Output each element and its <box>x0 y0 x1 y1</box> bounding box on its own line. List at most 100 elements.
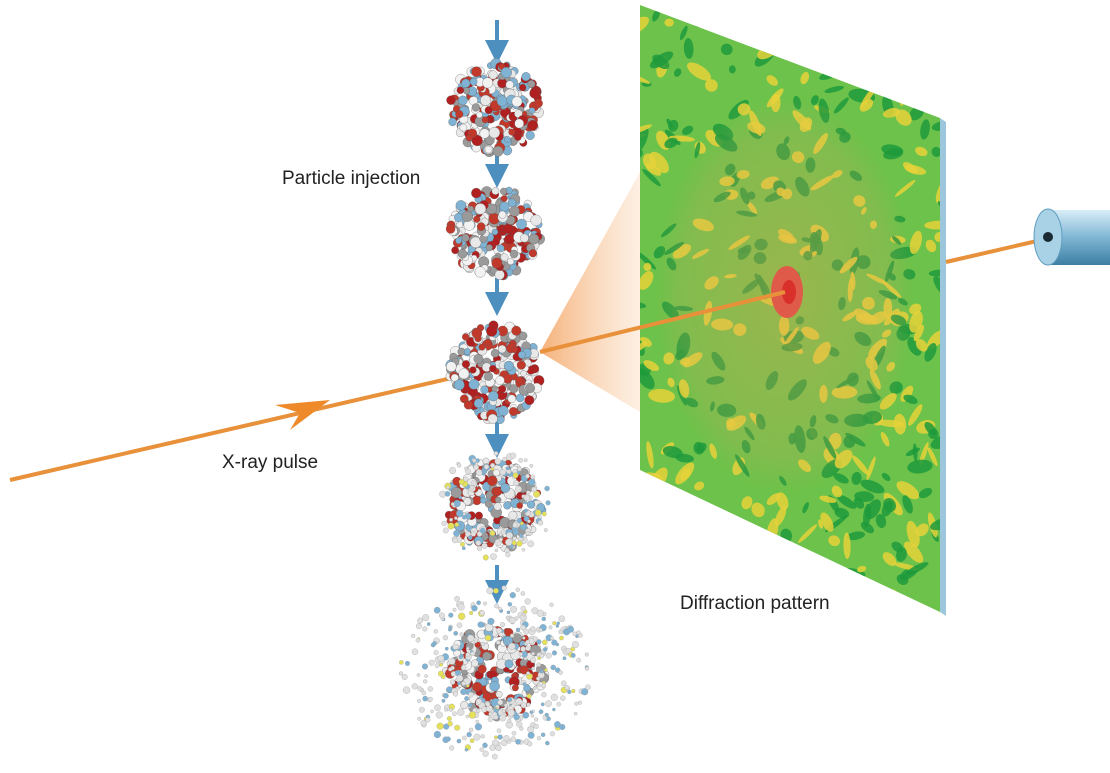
atom <box>470 78 477 85</box>
atom <box>515 739 520 744</box>
atom <box>462 515 466 519</box>
atom <box>462 736 466 740</box>
atom <box>517 541 523 547</box>
atom <box>525 599 531 605</box>
atom <box>434 650 439 655</box>
atom <box>416 623 422 629</box>
atom <box>516 722 522 728</box>
atom <box>457 739 461 743</box>
atom <box>518 351 525 358</box>
speckle <box>818 52 829 73</box>
atom <box>448 721 453 726</box>
atom <box>476 469 482 475</box>
atom <box>447 716 451 720</box>
atom <box>543 647 547 651</box>
atom <box>513 523 518 528</box>
atom <box>454 380 464 390</box>
atom <box>474 399 483 408</box>
atom <box>480 748 484 752</box>
atom <box>499 385 506 392</box>
atom <box>445 491 450 496</box>
atom <box>493 487 502 496</box>
atom <box>488 618 495 625</box>
atom <box>419 707 424 712</box>
atom <box>492 187 499 194</box>
atom <box>546 653 552 659</box>
atom <box>533 687 536 690</box>
atom <box>490 530 495 535</box>
atom <box>470 367 477 374</box>
atom <box>469 728 473 732</box>
atom <box>466 647 469 650</box>
atom <box>512 685 519 692</box>
atom <box>468 703 472 707</box>
atom <box>519 727 523 731</box>
atom <box>567 626 573 632</box>
atom <box>485 146 492 153</box>
speckle <box>784 20 801 39</box>
atom <box>530 626 535 631</box>
atom <box>496 628 501 633</box>
speckle <box>880 55 896 75</box>
speckle <box>714 0 732 18</box>
atom <box>481 642 485 646</box>
speckle <box>884 39 894 54</box>
atom <box>539 628 542 631</box>
atom <box>445 647 448 650</box>
atom <box>483 458 489 464</box>
atom <box>457 682 460 685</box>
speckle <box>898 65 924 79</box>
atom <box>466 653 470 657</box>
atom <box>411 634 415 638</box>
atom <box>552 708 555 711</box>
atom <box>429 660 435 666</box>
atom <box>524 509 528 513</box>
atom <box>526 640 530 644</box>
speckle <box>864 34 889 61</box>
speckle <box>675 552 687 573</box>
speckle <box>653 568 668 582</box>
atom <box>522 613 525 616</box>
atom <box>399 671 403 675</box>
atom <box>525 383 534 392</box>
atom <box>443 528 448 533</box>
atom <box>476 601 480 605</box>
atom <box>434 607 440 613</box>
speckle <box>628 511 643 525</box>
atom <box>456 510 463 517</box>
speckle <box>703 538 726 555</box>
atom <box>500 622 505 627</box>
atom <box>464 467 467 470</box>
atom <box>498 700 503 705</box>
atom <box>501 483 510 492</box>
atom <box>559 724 565 730</box>
atom <box>505 539 512 546</box>
atom <box>504 735 510 741</box>
atom <box>527 120 537 130</box>
atom <box>501 195 507 201</box>
atom <box>541 692 546 697</box>
speckle <box>883 69 904 94</box>
speckle <box>656 573 675 592</box>
atom <box>444 708 447 711</box>
atom <box>461 79 470 88</box>
atom <box>476 699 482 705</box>
atom <box>486 326 497 337</box>
atom <box>500 202 510 212</box>
atom <box>531 487 536 492</box>
atom <box>537 684 540 687</box>
atom <box>477 223 485 231</box>
atom <box>480 497 486 503</box>
atom <box>559 616 565 622</box>
atom <box>462 547 465 550</box>
atom <box>446 224 455 233</box>
atom <box>528 541 534 547</box>
speckle <box>913 27 930 41</box>
atom <box>422 691 426 695</box>
atom <box>500 470 506 476</box>
atom <box>456 200 466 210</box>
speckle <box>940 15 957 31</box>
speckle <box>846 598 869 619</box>
atom <box>521 370 527 376</box>
atom <box>495 549 498 552</box>
